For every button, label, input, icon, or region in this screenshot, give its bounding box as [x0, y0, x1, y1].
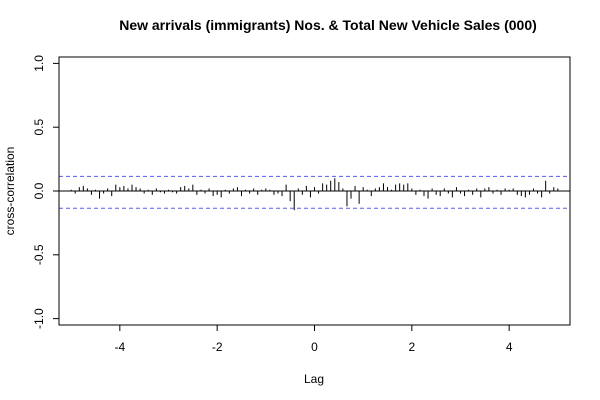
chart-title: New arrivals (immigrants) Nos. & Total N… — [119, 17, 537, 33]
x-tick-label: 4 — [506, 340, 513, 354]
y-tick-label: 0.0 — [32, 182, 46, 199]
confidence-bounds-group — [59, 175, 570, 209]
x-tick-label: 2 — [408, 340, 415, 354]
y-tick-label: 1.0 — [32, 55, 46, 72]
x-axis-label: Lag — [304, 372, 324, 386]
x-axis: -4 -2 0 2 4 — [114, 325, 513, 354]
y-tick-label: -0.5 — [32, 244, 46, 265]
x-tick-label: -2 — [212, 340, 223, 354]
y-tick-label: 0.5 — [32, 119, 46, 136]
y-axis-label: cross-correlation — [3, 147, 17, 236]
y-tick-label: -1.0 — [32, 308, 46, 329]
y-axis: -1.0 -0.5 0.0 0.5 1.0 — [32, 55, 59, 329]
x-tick-label: -4 — [114, 340, 125, 354]
x-tick-label: 0 — [311, 340, 318, 354]
